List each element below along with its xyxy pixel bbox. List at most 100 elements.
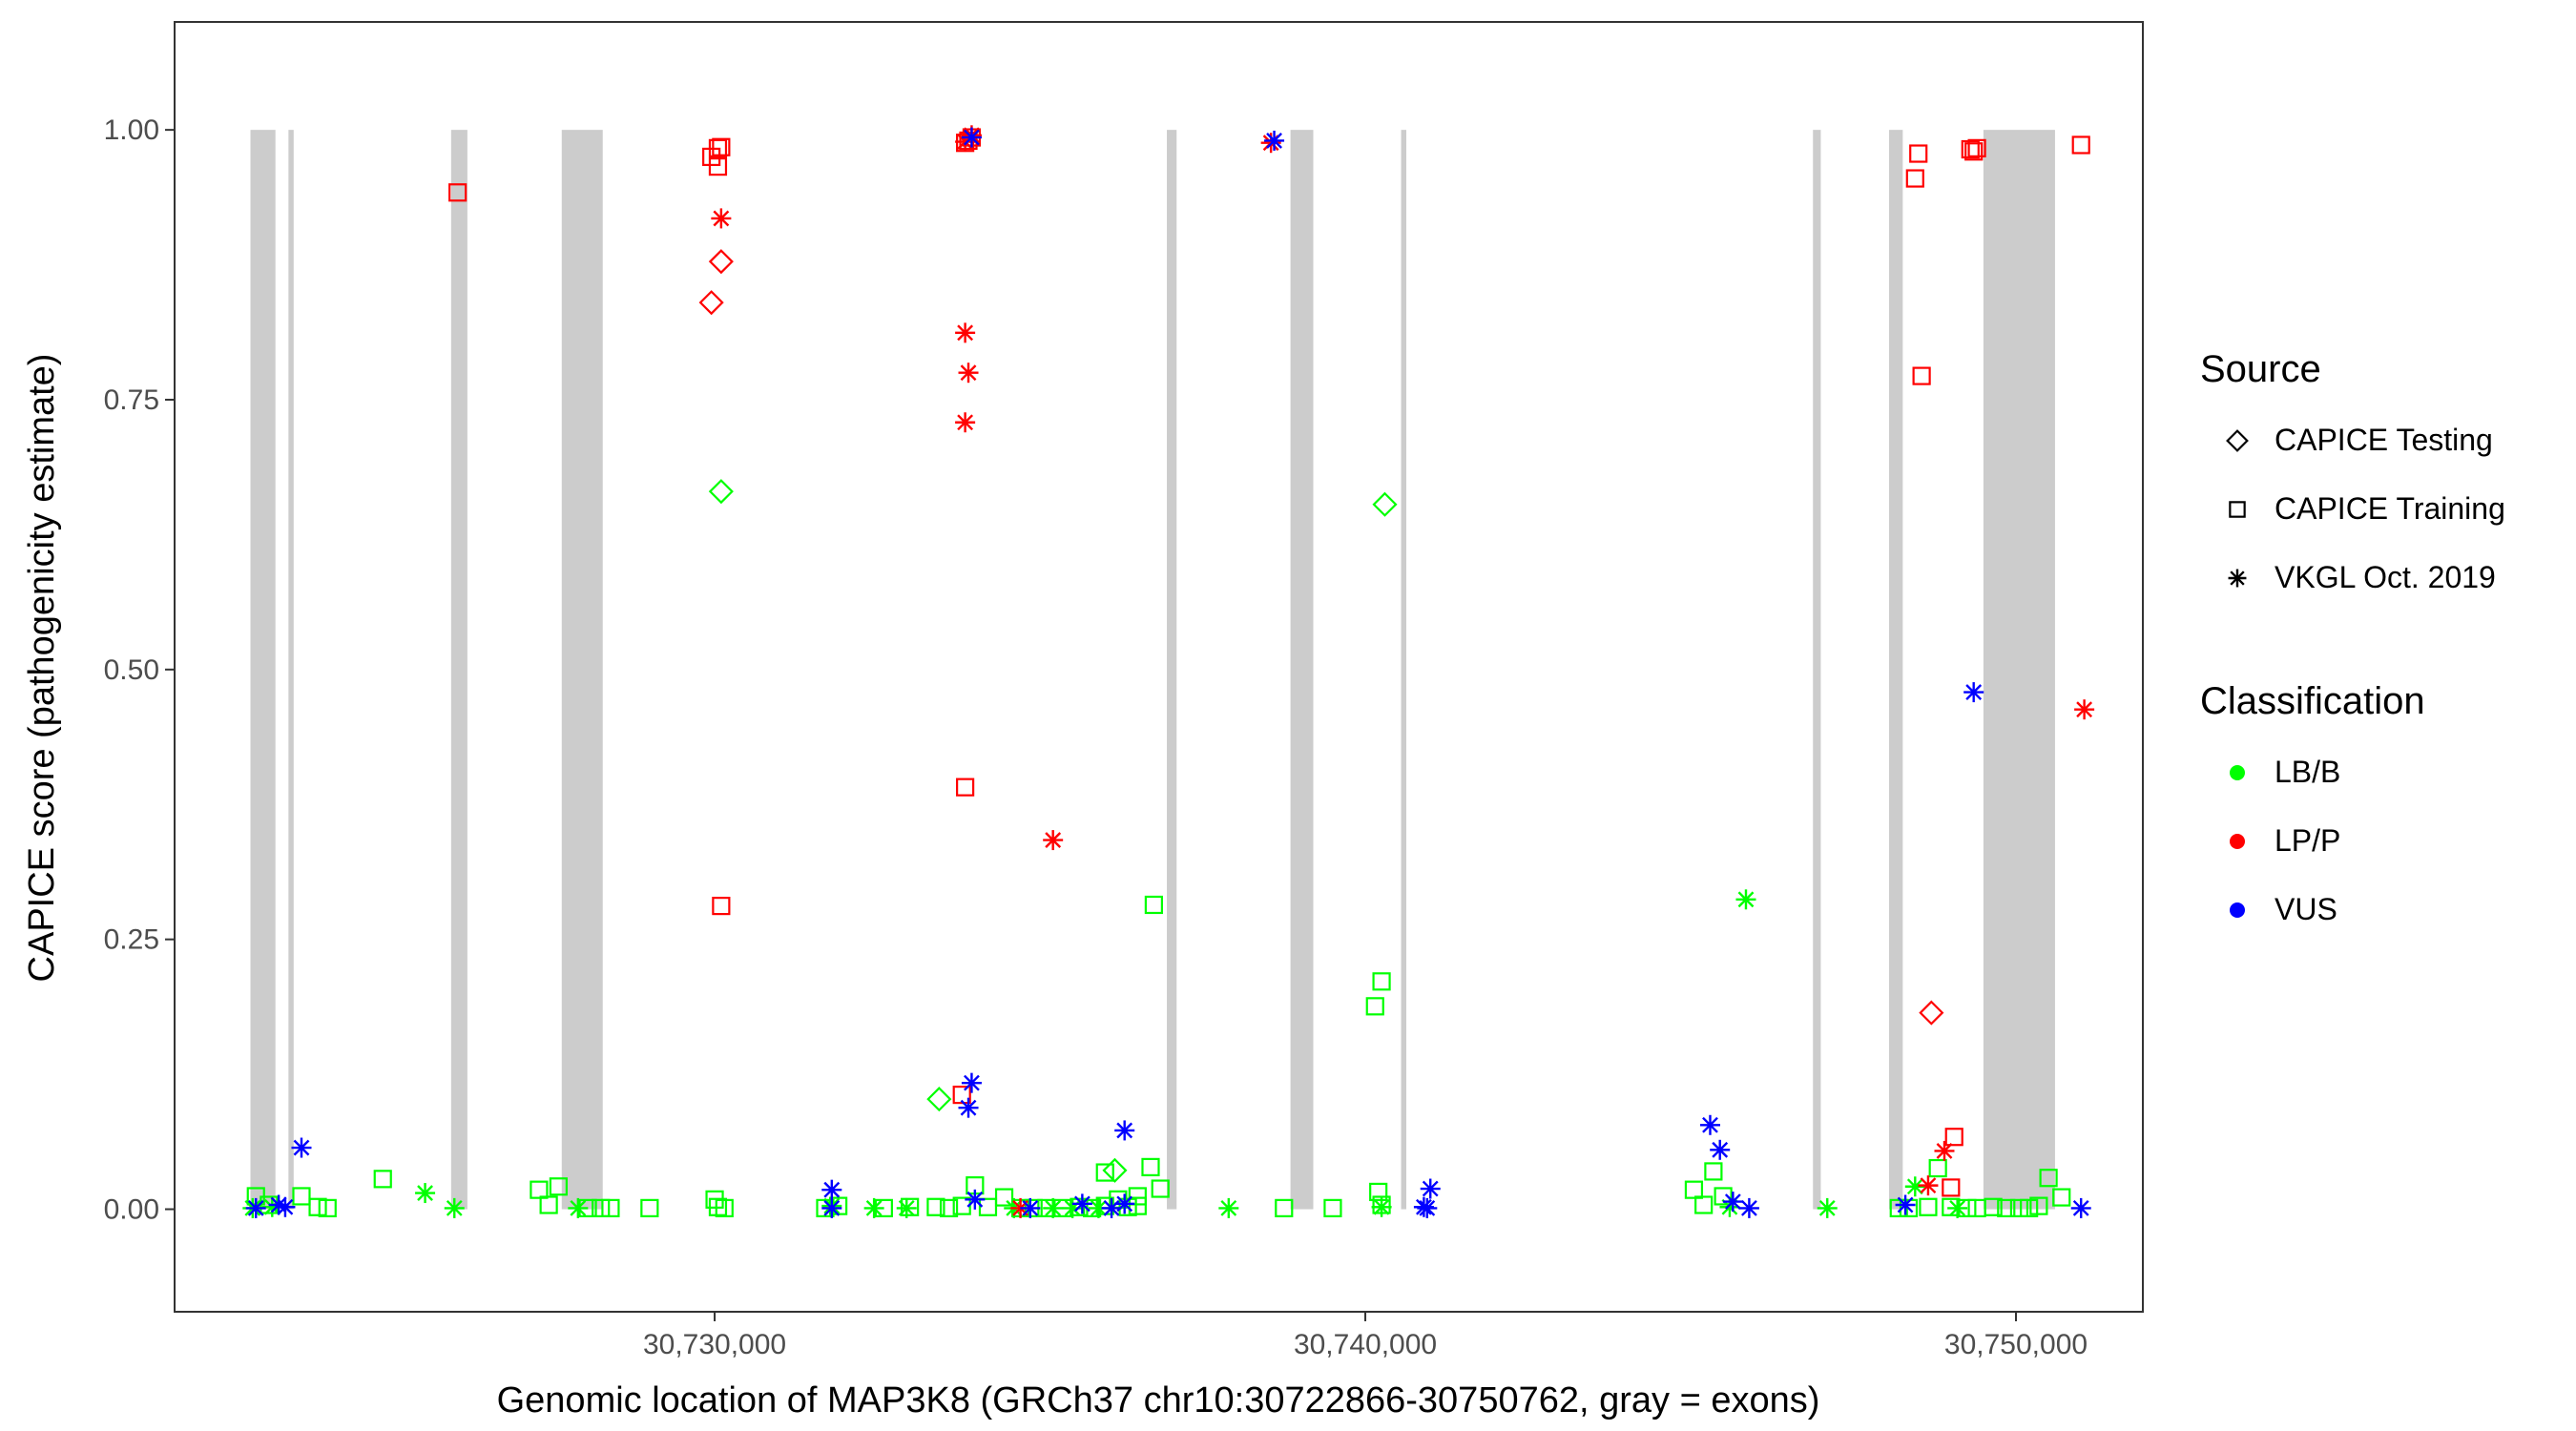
data-point-diamond	[698, 290, 724, 316]
data-point-square	[592, 1198, 611, 1217]
data-point-square	[1967, 138, 1986, 157]
legend-key-asterisk	[2228, 569, 2247, 588]
exon-band	[1983, 130, 2055, 1210]
axis-ticks: 0.00 0.25 0.50 0.75 1.00 30,730,000 30,740,000…	[104, 114, 2088, 1360]
data-point-square	[708, 157, 728, 176]
data-point-square	[549, 1177, 568, 1196]
data-point-square	[2029, 1196, 2048, 1215]
data-point-asterisk	[1264, 130, 1285, 151]
data-point-asterisk	[1738, 1197, 1759, 1218]
data-point-asterisk	[961, 127, 982, 148]
data-point-square	[712, 137, 731, 156]
data-point-square	[715, 1198, 734, 1217]
data-point-asterisk	[863, 1197, 884, 1218]
data-point-square	[1942, 1178, 1961, 1197]
data-point-square	[1694, 1195, 1714, 1214]
data-point-square	[640, 1198, 659, 1217]
data-point-diamond	[1919, 1000, 1944, 1026]
exon-band	[250, 130, 276, 1210]
data-point-square	[530, 1180, 549, 1199]
exon-band	[1813, 130, 1821, 1210]
data-point-asterisk	[1114, 1193, 1135, 1214]
data-point-asterisk	[711, 208, 732, 229]
exon-band	[288, 130, 294, 1210]
data-point-asterisk	[1371, 1196, 1392, 1217]
y-tick-label: 0.75	[104, 384, 159, 416]
data-point-square	[2052, 1188, 2071, 1207]
x-tick-label: 30,750,000	[1944, 1329, 2088, 1360]
data-point-square	[978, 1197, 998, 1216]
legend-title: Classification	[2200, 680, 2425, 722]
data-point-square	[373, 1170, 392, 1189]
y-tick-label: 0.50	[104, 654, 159, 686]
data-point-square	[1714, 1187, 1733, 1206]
data-point-asterisk	[1934, 1140, 1955, 1161]
data-point-asterisk	[1947, 1197, 1968, 1218]
exon-band	[450, 130, 467, 1210]
data-point-square	[1095, 1163, 1114, 1182]
data-point-asterisk	[1417, 1197, 1438, 1218]
exon-band	[1290, 130, 1314, 1210]
legend-key-diamond	[2226, 429, 2249, 452]
data-point-asterisk	[955, 322, 976, 343]
plot-panel-border	[174, 21, 2144, 1313]
y-tick-label: 0.25	[104, 924, 159, 956]
data-point-asterisk	[1020, 1197, 1041, 1218]
data-point-asterisk	[1071, 1193, 1092, 1214]
data-point-square	[1919, 1197, 1938, 1216]
data-point-asterisk	[1722, 1192, 1743, 1213]
data-point-asterisk	[1218, 1197, 1239, 1218]
data-point-square	[1912, 366, 1931, 385]
legend-entry-label: CAPICE Testing	[2275, 423, 2493, 457]
data-point-diamond	[1102, 1157, 1128, 1183]
legend-entry-label: VUS	[2275, 892, 2337, 926]
data-point-asterisk	[1895, 1194, 1916, 1215]
data-point-asterisk	[896, 1197, 917, 1218]
data-point-square	[1905, 169, 1924, 188]
data-point-square	[1928, 1158, 1947, 1178]
data-point-square	[956, 778, 975, 797]
x-tick-label: 30,730,000	[643, 1329, 786, 1360]
data-point-asterisk	[821, 1179, 842, 1200]
data-point-square	[1323, 1198, 1342, 1217]
data-point-diamond	[708, 249, 734, 275]
data-point-square	[1372, 972, 1391, 991]
data-point-asterisk	[1735, 889, 1756, 910]
data-points	[242, 125, 2095, 1218]
data-point-asterisk	[2070, 1197, 2091, 1218]
data-point-square	[1365, 997, 1384, 1016]
data-point-square	[1944, 1128, 1963, 1147]
data-point-asterisk	[1963, 682, 1984, 703]
data-point-square	[2020, 1198, 2039, 1217]
data-point-asterisk	[415, 1183, 436, 1204]
legend: Source CAPICE Testing CAPICE Training VKGL …	[2200, 348, 2505, 926]
data-point-square	[1684, 1180, 1704, 1199]
data-point-asterisk	[1918, 1175, 1939, 1196]
data-point-square	[1128, 1187, 1147, 1206]
data-point-asterisk	[1817, 1197, 1838, 1218]
exon-band	[1889, 130, 1903, 1210]
y-tick-label: 0.00	[104, 1194, 159, 1226]
legend-entry-label: LB/B	[2275, 755, 2340, 789]
data-point-square	[1369, 1182, 1388, 1202]
data-point-asterisk	[958, 1097, 979, 1118]
legend-entry-label: CAPICE Training	[2275, 491, 2505, 526]
data-point-square	[1909, 144, 1928, 163]
x-tick-label: 30,740,000	[1294, 1329, 1437, 1360]
data-point-asterisk	[1114, 1120, 1135, 1141]
data-point-square	[1984, 1197, 2003, 1216]
data-point-diamond	[1372, 491, 1398, 517]
data-point-square	[1151, 1179, 1170, 1198]
y-axis-label: CAPICE score (pathogenicity estimate)	[22, 354, 62, 983]
legend-key-dot	[2230, 834, 2245, 849]
data-point-asterisk	[961, 1072, 982, 1093]
data-point-diamond	[708, 479, 734, 505]
exon-band	[561, 130, 603, 1210]
data-point-square	[292, 1187, 311, 1206]
data-point-square	[448, 183, 467, 202]
data-point-square	[952, 1085, 971, 1105]
exon-bands	[250, 130, 2055, 1210]
data-point-square	[1997, 1198, 2016, 1217]
data-point-asterisk	[958, 363, 979, 384]
